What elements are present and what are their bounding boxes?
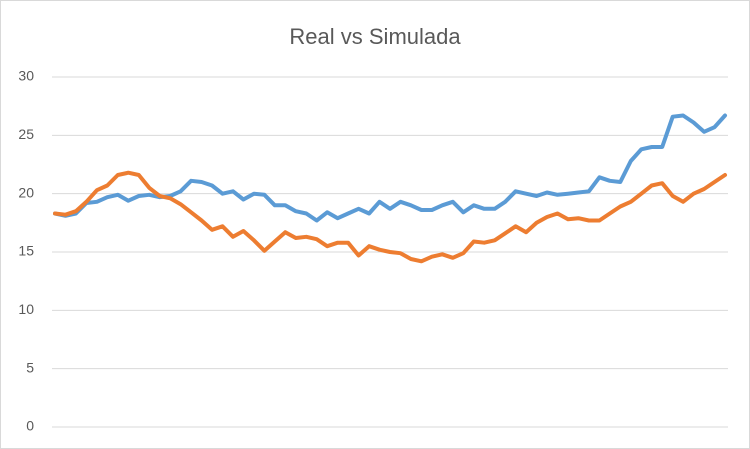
y-tick-label: 10	[18, 301, 34, 317]
y-tick-label: 25	[18, 126, 34, 142]
series-line	[53, 170, 727, 264]
y-tick-label: 20	[18, 184, 34, 200]
chart-title: Real vs Simulada	[289, 24, 461, 49]
y-tick-label: 0	[26, 418, 34, 434]
y-tick-label: 5	[26, 359, 34, 375]
y-tick-label: 15	[18, 243, 34, 259]
y-tick-label: 30	[18, 68, 34, 84]
